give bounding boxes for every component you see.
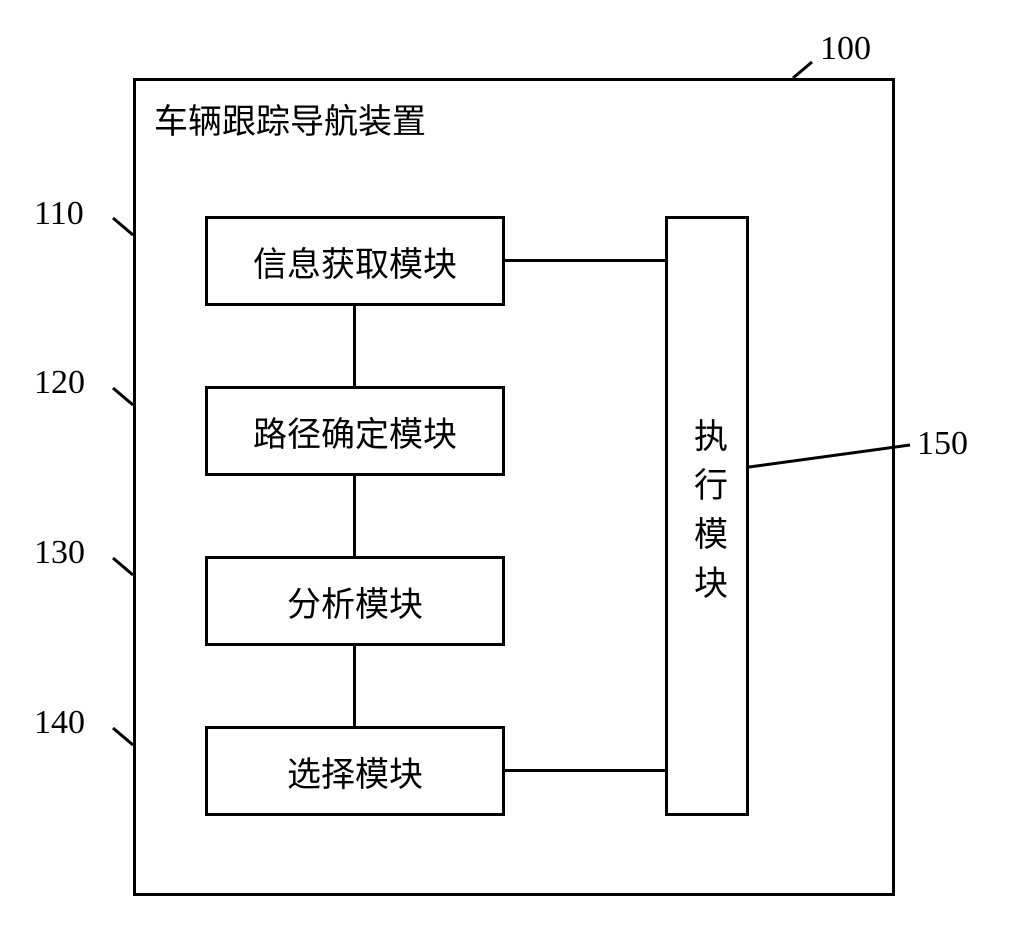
connector-140-150 — [505, 769, 665, 772]
connector-110-120 — [353, 306, 356, 386]
connector-120-130 — [353, 476, 356, 556]
connector-130-140 — [353, 646, 356, 726]
leader-150 — [0, 0, 1014, 935]
ref-label-150: 150 — [917, 425, 968, 463]
connector-110-150 — [505, 259, 665, 262]
